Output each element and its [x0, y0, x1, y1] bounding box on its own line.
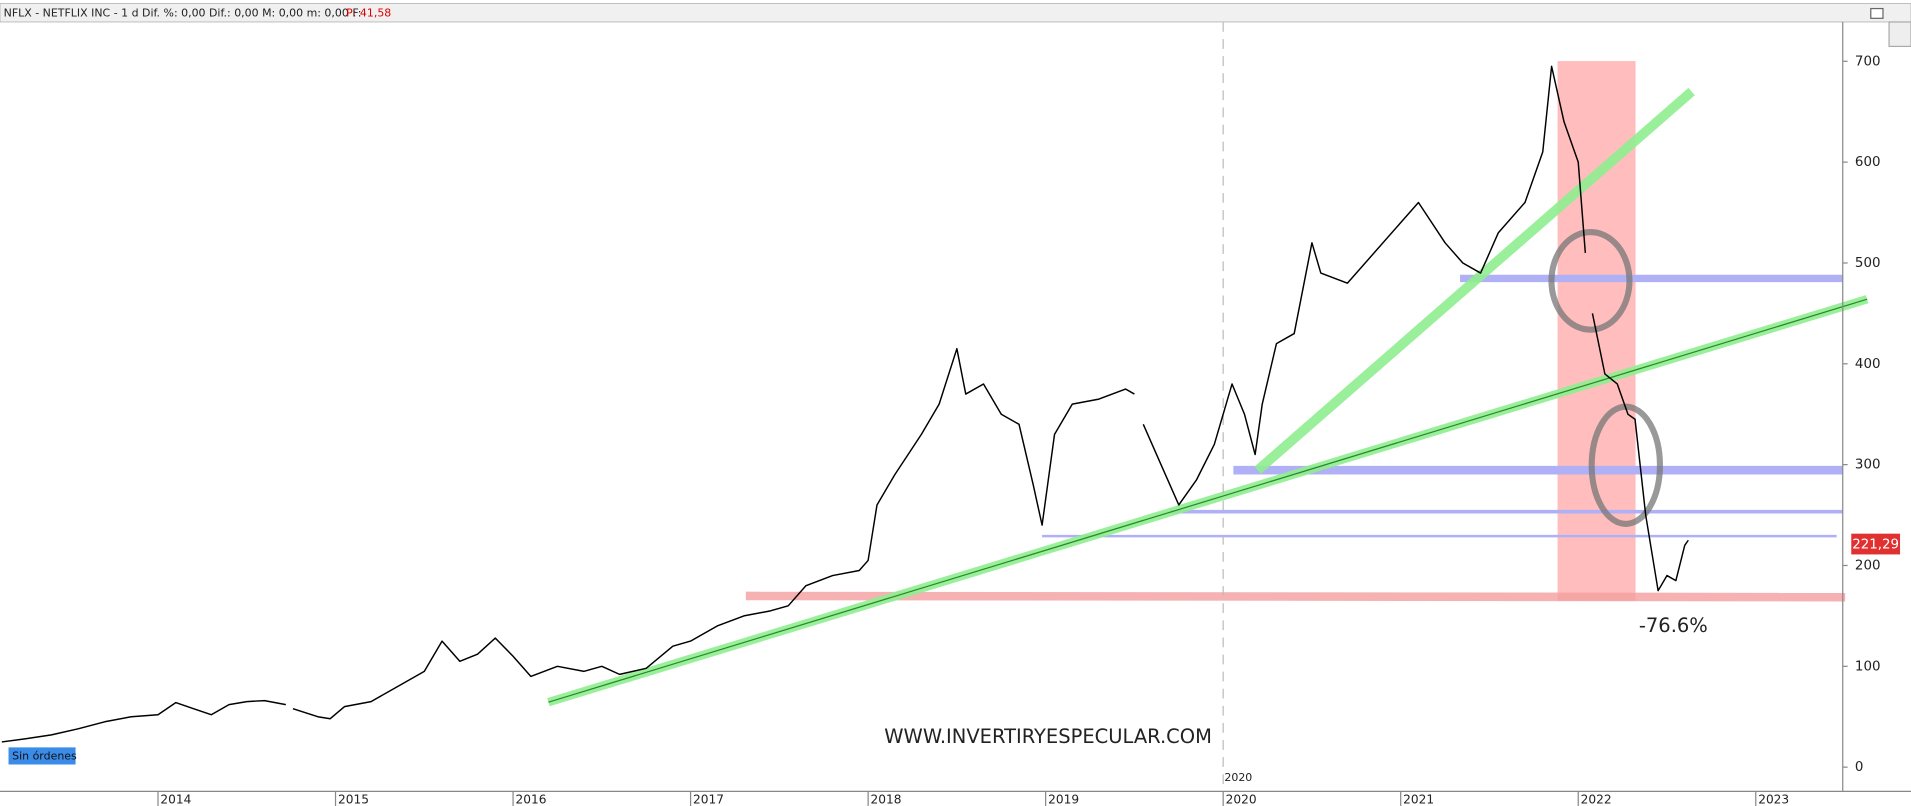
- header-bar: [0, 3, 1911, 23]
- y-tick-label: 200: [1855, 558, 1881, 573]
- panel-button[interactable]: [1888, 21, 1911, 48]
- status-box: [8, 747, 76, 765]
- trend-line-core: [548, 298, 1868, 703]
- support-band: [745, 591, 1846, 602]
- header-price: P: 41,58: [346, 6, 391, 19]
- x-tick-label: 2023: [1758, 792, 1789, 806]
- x-tick-label: 2016: [515, 792, 546, 806]
- price-line: [1, 65, 1689, 743]
- y-tick-label: 0: [1855, 760, 1864, 775]
- x-tick-label: 2021: [1403, 792, 1434, 806]
- plot: [1, 65, 1689, 743]
- y-tick-label: 600: [1855, 155, 1881, 170]
- highlight-circle: [1548, 228, 1633, 333]
- trend-line: [1254, 87, 1695, 474]
- y-tick-label: 700: [1855, 54, 1881, 69]
- x-tick-label: 2020: [1226, 792, 1257, 806]
- x-tick-label: 2018: [871, 792, 902, 806]
- y-tick-label: 400: [1855, 357, 1881, 372]
- last-price-label: 221,29: [1852, 538, 1899, 553]
- y-tick-label: 100: [1855, 659, 1881, 674]
- x-tick-label: 2019: [1048, 792, 1079, 806]
- status-label: Sin órdenes: [12, 750, 77, 763]
- drop-annotation: -76.6%: [1639, 614, 1708, 637]
- y-tick-label: 300: [1855, 458, 1881, 473]
- y-tick-label: 500: [1855, 256, 1881, 271]
- window-button[interactable]: [1870, 7, 1884, 19]
- x-tick-label: 2017: [693, 792, 724, 806]
- divider-label: 2020: [1224, 771, 1252, 784]
- x-tick-label: 2015: [338, 792, 369, 806]
- header-symbol: NFLX - NETFLIX INC - 1 d Dif. %: 0,00 Di…: [4, 6, 362, 19]
- last-price-box: [1851, 533, 1901, 555]
- x-tick-label: 2022: [1581, 792, 1612, 806]
- x-tick-label: 2014: [160, 792, 191, 806]
- watermark: WWW.INVERTIRYESPECULAR.COM: [884, 725, 1212, 748]
